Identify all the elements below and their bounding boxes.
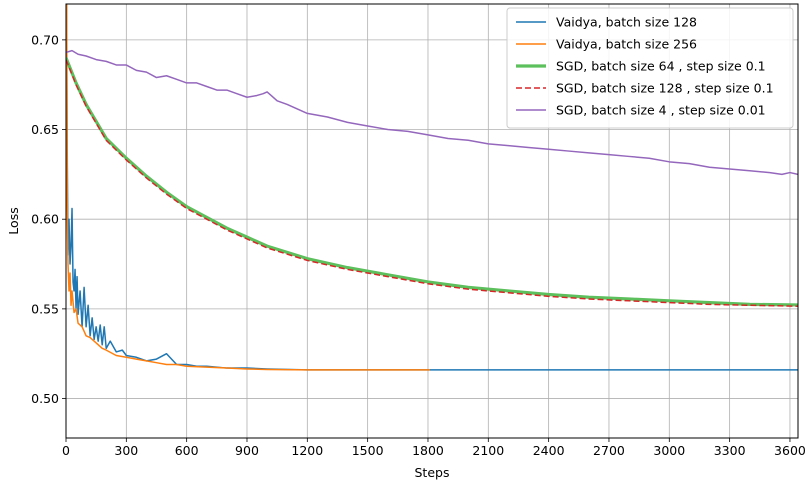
- legend-label: Vaidya, batch size 128: [556, 15, 697, 30]
- series-line-3: [66, 59, 798, 307]
- axis-ticks: 0 300 600 900 1200 1500 1800 2100 2400 2700 3000 33…: [31, 32, 806, 458]
- y-tick-label: 0.60: [31, 212, 59, 227]
- y-tick-label: 0.55: [31, 301, 59, 316]
- series-line-4: [66, 49, 798, 176]
- x-tick-label: 600: [175, 443, 199, 458]
- series-lines: [66, 4, 798, 371]
- legend-label: Vaidya, batch size 256: [556, 37, 697, 52]
- plot-frame: [65, 3, 799, 439]
- x-tick-label: 0: [62, 443, 70, 458]
- y-tick-label: 0.65: [31, 122, 59, 137]
- series-line-2: [66, 57, 798, 307]
- x-tick-label: 3300: [714, 443, 746, 458]
- x-axis-title: Steps: [415, 465, 450, 480]
- legend-label: SGD, batch size 64 , step size 0.1: [556, 59, 766, 74]
- legend-label: SGD, batch size 128 , step size 0.1: [556, 81, 774, 96]
- x-tick-label: 2700: [593, 443, 625, 458]
- x-tick-label: 1200: [291, 443, 323, 458]
- series-line-1: [66, 4, 430, 371]
- y-tick-label: 0.50: [31, 391, 59, 406]
- x-tick-label: 2400: [533, 443, 565, 458]
- x-tick-label: 3000: [653, 443, 685, 458]
- x-tick-label: 300: [114, 443, 138, 458]
- legend: Vaidya, batch size 128 Vaidya, batch size…: [506, 7, 794, 129]
- y-axis-title: Loss: [6, 207, 21, 234]
- legend-label: SGD, batch size 4 , step size 0.01: [556, 103, 766, 118]
- x-tick-label: 1800: [412, 443, 444, 458]
- x-tick-label: 2100: [472, 443, 504, 458]
- y-tick-label: 0.70: [31, 32, 59, 47]
- x-tick-label: 1500: [352, 443, 384, 458]
- legend-box: [506, 7, 794, 129]
- x-tick-label: 3600: [774, 443, 806, 458]
- x-tick-label: 900: [235, 443, 259, 458]
